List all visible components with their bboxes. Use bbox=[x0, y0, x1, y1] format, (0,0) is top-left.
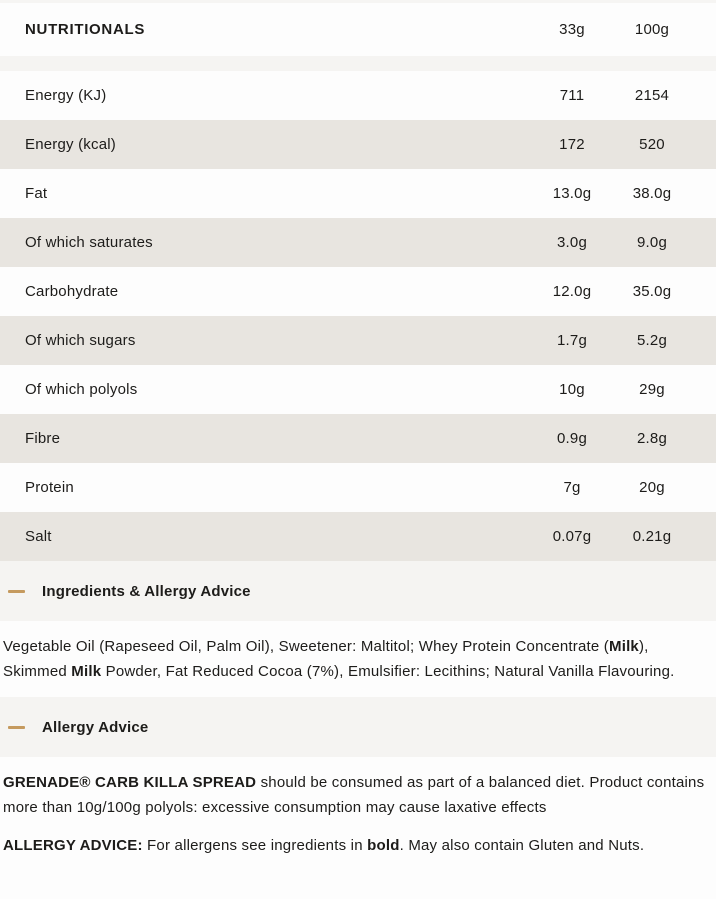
row-value-33g: 0.9g bbox=[557, 430, 587, 447]
nutritionals-title: NUTRITIONALS bbox=[25, 21, 146, 38]
table-row: Carbohydrate 12.0g 35.0g bbox=[0, 267, 716, 316]
row-value-33g: 7g bbox=[563, 479, 581, 496]
row-label: Energy (KJ) bbox=[25, 87, 107, 104]
accordion-header[interactable]: Allergy Advice bbox=[0, 697, 716, 757]
table-row: Of which saturates 3.0g 9.0g bbox=[0, 218, 716, 267]
text-segment: should be consumed as part of a balanced… bbox=[3, 774, 705, 816]
accordion-section: Allergy Advice GRENADE® CARB KILLA SPREA… bbox=[0, 697, 716, 871]
paragraph: Vegetable Oil (Rapeseed Oil, Palm Oil), … bbox=[3, 634, 713, 684]
text-segment: Vegetable Oil (Rapeseed Oil, Palm Oil), … bbox=[3, 638, 609, 655]
accordion-title: Ingredients & Allergy Advice bbox=[42, 582, 251, 600]
row-value-33g: 13.0g bbox=[552, 185, 592, 202]
text-segment: Powder, Fat Reduced Cocoa (7%), Emulsifi… bbox=[101, 663, 675, 680]
row-value-100g: 0.21g bbox=[632, 528, 672, 545]
minus-icon bbox=[8, 725, 25, 729]
accordion-body: Vegetable Oil (Rapeseed Oil, Palm Oil), … bbox=[0, 621, 716, 697]
row-value-100g: 20g bbox=[639, 479, 665, 496]
row-label: Of which sugars bbox=[25, 332, 136, 349]
divider-band bbox=[0, 56, 716, 71]
row-label: Of which polyols bbox=[25, 381, 138, 398]
accordion-title: Allergy Advice bbox=[42, 718, 149, 736]
nutrition-panel: NUTRITIONALS 33g 100g Energy (KJ) 711 21… bbox=[0, 0, 716, 871]
accordion-body: GRENADE® CARB KILLA SPREAD should be con… bbox=[0, 757, 716, 871]
row-value-100g: 38.0g bbox=[632, 185, 672, 202]
table-row: Protein 7g 20g bbox=[0, 463, 716, 512]
row-value-33g: 12.0g bbox=[552, 283, 592, 300]
row-value-100g: 35.0g bbox=[632, 283, 672, 300]
nutritionals-table: Energy (KJ) 711 2154 Energy (kcal) 172 5… bbox=[0, 71, 716, 561]
text-segment: ), Skimmed bbox=[3, 638, 649, 680]
table-row: Fibre 0.9g 2.8g bbox=[0, 414, 716, 463]
row-value-33g: 1.7g bbox=[557, 332, 587, 349]
row-value-100g: 9.0g bbox=[637, 234, 667, 251]
column-header-100g: 100g bbox=[634, 21, 670, 38]
row-label: Of which saturates bbox=[25, 234, 153, 251]
table-row: Fat 13.0g 38.0g bbox=[0, 169, 716, 218]
table-row: Energy (KJ) 711 2154 bbox=[0, 71, 716, 120]
row-value-100g: 29g bbox=[639, 381, 665, 398]
row-label: Carbohydrate bbox=[25, 283, 119, 300]
text-segment: ALLERGY ADVICE: bbox=[3, 837, 143, 854]
table-row: Of which sugars 1.7g 5.2g bbox=[0, 316, 716, 365]
minus-icon bbox=[8, 589, 25, 593]
row-label: Salt bbox=[25, 528, 52, 545]
paragraph: GRENADE® CARB KILLA SPREAD should be con… bbox=[3, 770, 713, 820]
row-value-33g: 711 bbox=[559, 87, 585, 104]
column-header-33g: 33g bbox=[559, 21, 585, 38]
table-row: Of which polyols 10g 29g bbox=[0, 365, 716, 414]
row-label: Fibre bbox=[25, 430, 61, 447]
row-value-100g: 520 bbox=[639, 136, 665, 153]
table-row: Salt 0.07g 0.21g bbox=[0, 512, 716, 561]
row-value-33g: 0.07g bbox=[552, 528, 592, 545]
text-segment: Milk bbox=[609, 638, 639, 655]
text-segment: Milk bbox=[71, 663, 102, 680]
text-segment: GRENADE® CARB KILLA SPREAD bbox=[3, 774, 257, 791]
row-value-33g: 10g bbox=[559, 381, 585, 398]
paragraph: ALLERGY ADVICE: For allergens see ingred… bbox=[3, 833, 713, 858]
accordion-sections: Ingredients & Allergy Advice Vegetable O… bbox=[0, 561, 716, 871]
row-value-33g: 3.0g bbox=[557, 234, 587, 251]
text-segment: bold bbox=[367, 837, 400, 854]
accordion-section: Ingredients & Allergy Advice Vegetable O… bbox=[0, 561, 716, 697]
text-segment: . May also contain Gluten and Nuts. bbox=[399, 837, 645, 854]
row-value-100g: 5.2g bbox=[637, 332, 667, 349]
row-value-33g: 172 bbox=[559, 136, 585, 153]
nutritionals-header-row: NUTRITIONALS 33g 100g bbox=[0, 0, 716, 56]
row-label: Fat bbox=[25, 185, 48, 202]
accordion-header[interactable]: Ingredients & Allergy Advice bbox=[0, 561, 716, 621]
table-row: Energy (kcal) 172 520 bbox=[0, 120, 716, 169]
text-segment: For allergens see ingredients in bbox=[142, 837, 368, 854]
row-label: Protein bbox=[25, 479, 74, 496]
row-value-100g: 2.8g bbox=[637, 430, 667, 447]
row-label: Energy (kcal) bbox=[25, 136, 116, 153]
row-value-100g: 2154 bbox=[634, 87, 670, 104]
